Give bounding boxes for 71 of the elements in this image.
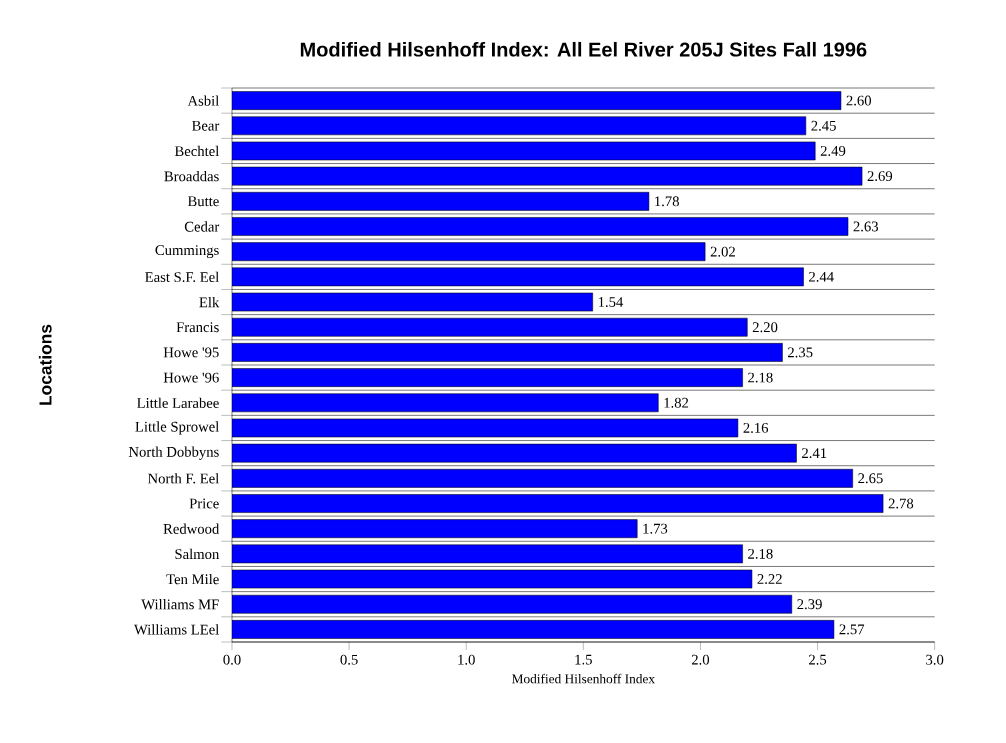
data-label: 2.57 [839,624,865,635]
y-tick-label: Little Larabee [137,397,219,408]
data-label: 2.35 [788,347,813,358]
bar [232,443,797,463]
x-tick-label: 0.5 [340,654,358,665]
x-tick-label: 1.5 [575,654,592,665]
data-label: 2.22 [757,574,782,585]
y-tick-label: Ten Mile [166,573,219,585]
bar [232,343,783,362]
y-tick-label: North F. Eel [147,473,219,484]
chart-title: Modified Hilsenhoff Index: All Eel River 205J Sites Fall 1996 [300,41,867,57]
bar [232,393,659,413]
y-tick-label: Butte [187,196,219,207]
bar [232,267,804,287]
bar [232,91,842,110]
bar [232,594,793,614]
y-tick-label: Redwood [163,523,220,534]
bar [232,242,706,262]
bar [232,620,835,639]
data-label: 2.41 [802,448,827,459]
bar [232,494,884,513]
data-label: 1.73 [643,523,668,534]
data-label: 2.49 [820,146,846,156]
bar [232,368,743,387]
data-label: 1.82 [664,397,689,408]
bar [232,519,638,539]
y-tick-label: Cummings [155,245,219,259]
data-label: 2.16 [743,423,769,433]
data-label: 2.18 [748,548,773,559]
bar [232,544,743,564]
x-tick-label: 3.0 [926,654,944,665]
data-label: 2.78 [888,498,914,509]
y-tick-label: Little Sprowel [135,421,220,435]
y-tick-label: Elk [199,296,220,308]
x-tick-label: 2.0 [691,654,710,665]
data-label: 2.63 [853,221,879,232]
bar [232,217,849,236]
y-tick-label: Bechtel [174,145,220,157]
bar [232,166,863,186]
data-label: 2.18 [748,372,773,383]
data-label: 1.78 [655,196,679,207]
y-tick-label: Howe '95 [163,347,219,358]
bar [232,468,853,488]
data-label: 2.20 [752,322,778,333]
x-tick-label: 1.0 [458,654,475,665]
y-tick-label: Williams LEel [133,624,219,635]
x-axis-title: Modified Hilsenhoff Index [511,673,655,684]
x-tick-label: 0.0 [223,654,241,665]
y-tick-label: Price [189,498,219,509]
data-label: 1.54 [598,297,624,307]
data-label: 2.39 [797,599,822,610]
y-tick-label: Asbil [187,95,219,106]
y-tick-label: North Dobbyns [128,446,219,460]
y-tick-label: Cedar [184,221,220,232]
y-tick-label: Bear [192,120,220,131]
bar [232,317,748,337]
bar [232,116,807,136]
y-tick-label: Broaddas [164,171,219,182]
data-label: 2.65 [858,473,883,484]
y-tick-label: Howe '96 [163,372,219,383]
data-label: 2.45 [811,120,836,131]
x-tick-label: 2.5 [809,654,827,665]
y-tick-label: East S.F. Eel [145,271,219,283]
y-axis-title: Locations [38,324,52,405]
data-label: 2.02 [710,246,735,257]
data-label: 2.60 [846,95,872,106]
data-label: 2.44 [809,271,834,282]
y-tick-label: Francis [176,322,219,333]
y-tick-label: Salmon [175,548,220,560]
data-label: 2.69 [867,171,893,182]
y-tick-label: Williams MF [141,599,219,610]
